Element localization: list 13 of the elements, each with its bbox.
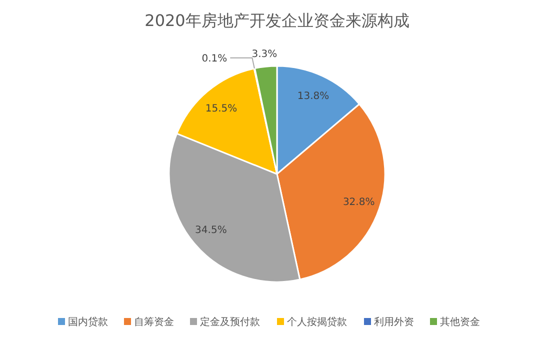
legend-label: 国内贷款 [68, 316, 108, 328]
data-label: 32.8% [342, 197, 375, 208]
legend-label: 利用外资 [374, 316, 414, 328]
data-label: 34.5% [195, 225, 227, 236]
data-label: 15.5% [205, 103, 238, 114]
legend-label: 定金及预付款 [200, 316, 260, 328]
data-label: 0.1% [202, 53, 228, 64]
legend-label: 其他资金 [440, 316, 480, 328]
chart-title: 2020年房地产开发企业资金来源构成 [144, 11, 410, 30]
data-label: 13.8% [297, 91, 330, 102]
data-label: 3.3% [252, 49, 278, 60]
legend-label: 个人按揭贷款 [287, 316, 347, 328]
legend-label: 自筹资金 [134, 316, 174, 328]
